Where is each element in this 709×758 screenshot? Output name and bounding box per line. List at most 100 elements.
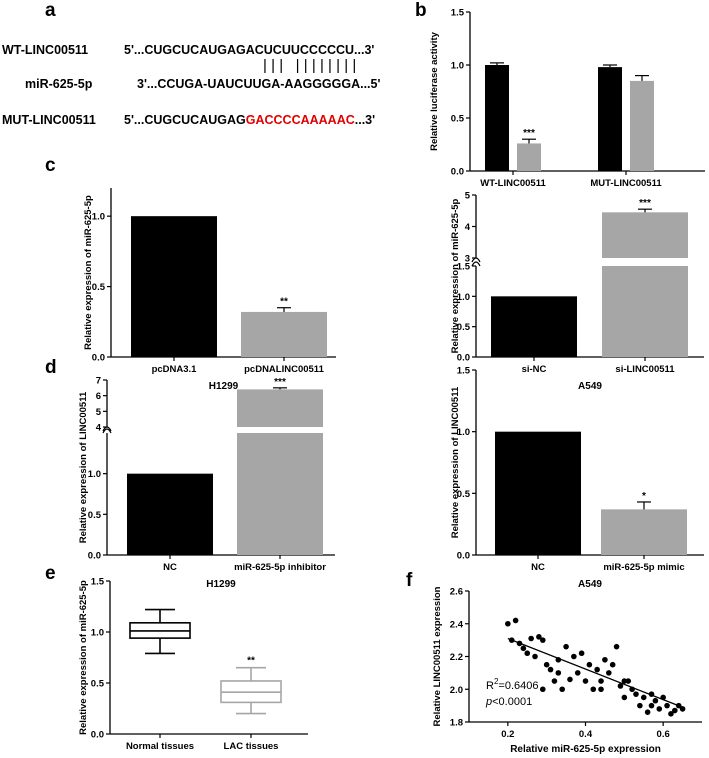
c2-y-tick-label: 0.0 — [457, 353, 470, 364]
mir-sequence: 3'...CCUGA-UAUCUUGA-AAGGGGGA...5' — [137, 77, 381, 91]
f-data-point — [637, 702, 643, 709]
f-y-tick-label: 1.8 — [450, 718, 463, 729]
c2-x-tick-label: si-NC — [522, 364, 547, 375]
f-data-point — [524, 650, 531, 657]
c1-y-tick-label: 0.5 — [92, 282, 106, 293]
f-y-axis-label: Relative LINC00511 expression — [432, 586, 443, 726]
c1-y-axis-label: Relative expression of miR-625-5p — [83, 195, 94, 350]
d2-cell-line-label: A549 — [578, 579, 602, 590]
c1-significance-label: ** — [280, 297, 288, 308]
e-x-tick-label: LAC tissues — [224, 741, 279, 752]
b-y-tick-label: 0.0 — [451, 167, 464, 178]
f-data-point — [574, 670, 581, 676]
f-y-tick-label: 2.0 — [450, 685, 463, 696]
c2-bar-upper — [602, 212, 688, 258]
c1-cell-line-label: H1299 — [209, 381, 239, 392]
c2-significance-label: *** — [639, 198, 651, 209]
f-data-point — [520, 645, 527, 652]
e-y-axis-label: Relative expression of miR-625-5p — [78, 580, 89, 735]
mut-sequence: 5'...CUGCUCAUGAGGACCCCAAAAAC...3' — [124, 113, 375, 127]
b-y-axis-label: Relative luciferase activity — [429, 31, 440, 151]
axis-break-mark — [102, 426, 112, 432]
f-data-point — [644, 709, 651, 715]
f-data-point — [559, 686, 565, 693]
d1-significance-label: *** — [274, 377, 286, 388]
e-y-tick-label: 1.0 — [91, 628, 104, 639]
panel-label-e: e — [45, 563, 56, 584]
d2-y-tick-label: 0.0 — [457, 551, 470, 562]
d1-y-tick-label: 0.5 — [88, 510, 102, 521]
d1-y-tick-label: 1.0 — [88, 469, 101, 480]
f-data-point — [551, 678, 558, 684]
e-y-tick-label: 0.0 — [91, 730, 104, 741]
c1-x-tick-label: pcDNALINC00511 — [244, 364, 324, 375]
f-r-squared-label: R2=0.6406 — [486, 677, 538, 692]
c2-bar — [491, 296, 577, 357]
mut-seq-suffix: ...3' — [354, 113, 376, 127]
f-data-point — [512, 617, 519, 624]
chart-b: 0.0 0.5 1.0 1.5 WT-LINC00511 MUT-LINC00511 ***… — [429, 8, 705, 189]
mir-label: miR-625-5p — [25, 77, 93, 91]
b-x-tick-label: MUT-LINC00511 — [590, 178, 662, 189]
mut-seq-prefix: 5'...CUGCUCAUGAG — [124, 113, 246, 127]
c2-y-tick-label: 1.5 — [457, 262, 471, 273]
panel-label-b: b — [415, 0, 427, 21]
chart-d2: 0.0 0.5 1.0 1.5 NC miR-625-5p mimic * Relative … — [450, 366, 704, 590]
bond-marks: ||| |||||||| — [263, 57, 361, 74]
c1-y-tick-label: 1.0 — [92, 212, 105, 223]
f-x-tick-label: 0.2 — [501, 729, 514, 740]
f-data-point — [679, 706, 686, 712]
f-y-tick-label: 2.6 — [450, 587, 463, 598]
wt-label: WT-LINC00511 — [2, 43, 89, 57]
f-data-point — [609, 661, 616, 668]
axis-break-mark — [471, 261, 481, 267]
c2-y-tick-label: 1.0 — [457, 292, 470, 303]
f-data-point — [598, 678, 604, 684]
d2-x-tick-label: miR-625-5p mimic — [603, 562, 684, 573]
panel-label-d: d — [45, 357, 57, 378]
f-data-point — [567, 676, 573, 683]
f-data-point — [555, 670, 562, 676]
f-data-point — [563, 643, 569, 650]
d1-y-axis-label: Relative expression of LINC00511 — [78, 391, 89, 543]
b-y-tick-label: 1.0 — [451, 61, 464, 72]
e-y-tick-label: 0.5 — [91, 679, 105, 690]
mut-seq-mutated: GACCCCAAAAAC — [245, 113, 355, 127]
f-data-point — [606, 670, 612, 676]
f-data-point — [532, 653, 538, 660]
c1-y-tick-label: 0.0 — [92, 353, 105, 364]
f-data-point — [539, 637, 546, 643]
f-data-point — [598, 686, 604, 693]
wt-sequence: 5'...CUGCUCAUGAGACUCUUCCCCCU...3' — [124, 43, 375, 57]
f-data-point — [586, 661, 593, 668]
c2-x-tick-label: si-LINC00511 — [615, 364, 675, 375]
chart-e: 0.0 0.5 1.0 1.5 Normal tissues LAC tissues ** R… — [78, 577, 308, 752]
c2-y-axis-label: Relative expression of miR-625-5p — [450, 198, 461, 353]
f-data-point — [582, 678, 589, 684]
e-y-tick-label: 1.5 — [91, 577, 105, 588]
c2-y-tick-label: 0.5 — [457, 322, 471, 333]
d2-x-tick-label: NC — [531, 562, 545, 573]
f-data-point — [664, 702, 670, 709]
f-data-point — [652, 697, 659, 704]
d1-y-tick-label: 0.0 — [88, 551, 101, 562]
axis-break-mark — [471, 257, 481, 263]
f-data-point — [633, 691, 639, 697]
f-data-point — [621, 678, 628, 684]
panel-label-c: c — [45, 155, 56, 176]
f-data-point — [672, 707, 678, 714]
f-data-point — [594, 666, 600, 673]
d1-upper-y-tick-label: 6 — [96, 391, 101, 402]
d2-y-axis-label: Relative expression of LINC00511 — [450, 386, 461, 538]
b-bar — [485, 65, 509, 171]
c2-upper-y-tick-label: 3 — [465, 254, 470, 265]
d2-y-tick-label: 0.5 — [457, 489, 471, 500]
e-significance-label: ** — [247, 656, 255, 667]
d2-y-tick-label: 1.0 — [457, 427, 470, 438]
c2-upper-y-tick-label: 4 — [465, 222, 471, 233]
f-data-point — [543, 661, 550, 668]
f-x-tick-label: 0.6 — [657, 729, 670, 740]
d2-bar — [601, 509, 687, 555]
